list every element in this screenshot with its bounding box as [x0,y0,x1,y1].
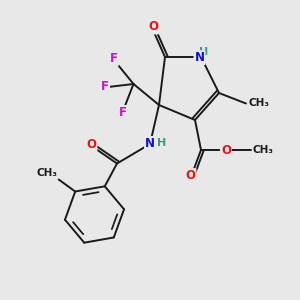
Text: CH₃: CH₃ [36,168,57,178]
Text: O: O [86,137,97,151]
Text: N: N [194,51,205,64]
Text: CH₃: CH₃ [253,145,274,155]
Text: H: H [199,46,208,57]
Text: F: F [119,106,127,119]
Text: F: F [101,80,109,94]
Text: O: O [148,20,158,34]
Text: H: H [157,138,166,148]
Text: O: O [185,169,196,182]
Text: F: F [110,52,118,65]
Text: CH₃: CH₃ [248,98,269,109]
Text: N: N [145,137,155,150]
Text: O: O [221,143,231,157]
